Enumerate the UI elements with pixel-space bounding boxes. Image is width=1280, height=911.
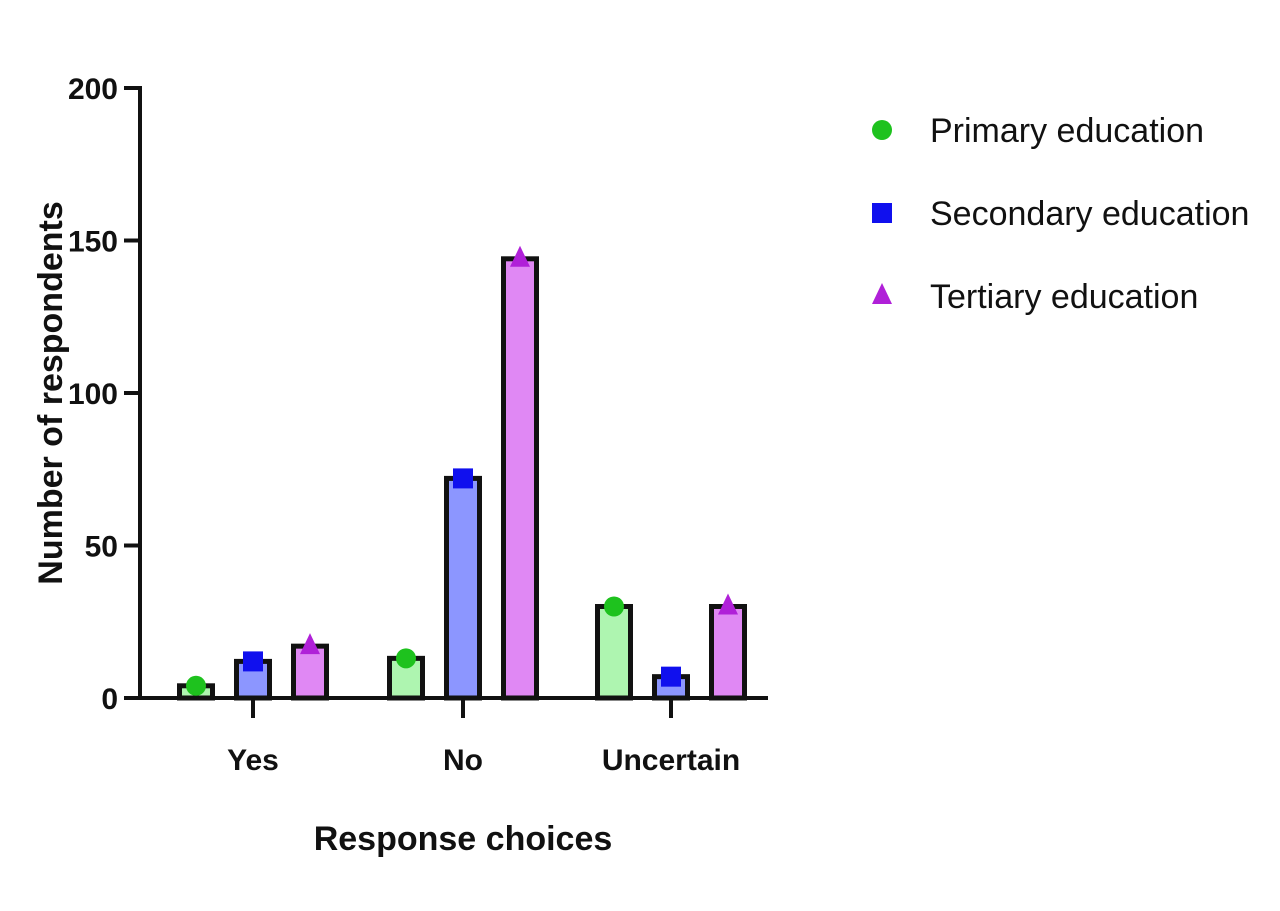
data-point [661,666,681,687]
bar [709,604,747,701]
y-tick-label: 50 [85,531,118,564]
data-point [510,245,530,267]
legend-marker [872,120,892,140]
bar [595,604,633,701]
data-point [453,468,473,489]
data-point [604,596,624,617]
legend-label: Secondary education [930,195,1249,233]
y-tick-label: 200 [68,73,118,106]
data-point [718,593,738,615]
x-tick-label: No [443,744,483,777]
y-axis: 0 50 100 150 200 [68,73,142,716]
legend-label: Primary education [930,112,1204,150]
y-tick-label: 0 [101,683,118,716]
data-point [243,651,263,672]
legend-marker [872,283,892,304]
x-tick-label: Uncertain [602,744,740,777]
legend-marker [872,203,892,223]
data-point [300,633,320,655]
y-axis-title: Number of respondents [32,201,70,584]
data-point [186,675,206,696]
x-axis: Yes No Uncertain [138,696,768,777]
legend-item: Secondary education [872,195,1249,233]
bar [501,256,539,701]
legend: Primary education Secondary education Tert… [872,112,1249,316]
y-tick-label: 150 [68,226,118,259]
legend-item: Tertiary education [872,278,1198,316]
legend-item: Primary education [872,112,1204,150]
x-tick-label: Yes [227,744,279,777]
y-tick-label: 100 [68,378,118,411]
legend-label: Tertiary education [930,278,1198,316]
markers [186,245,738,696]
x-axis-title: Response choices [314,820,613,858]
bar [444,475,482,701]
data-point [396,648,416,669]
